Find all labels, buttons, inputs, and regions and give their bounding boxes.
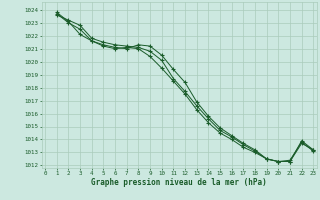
X-axis label: Graphe pression niveau de la mer (hPa): Graphe pression niveau de la mer (hPa) — [91, 178, 267, 187]
